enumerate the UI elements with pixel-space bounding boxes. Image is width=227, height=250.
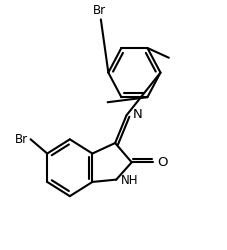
Text: O: O xyxy=(156,156,167,169)
Text: Br: Br xyxy=(15,133,28,146)
Text: N: N xyxy=(132,108,142,120)
Text: NH: NH xyxy=(120,174,138,187)
Text: Br: Br xyxy=(93,4,106,17)
